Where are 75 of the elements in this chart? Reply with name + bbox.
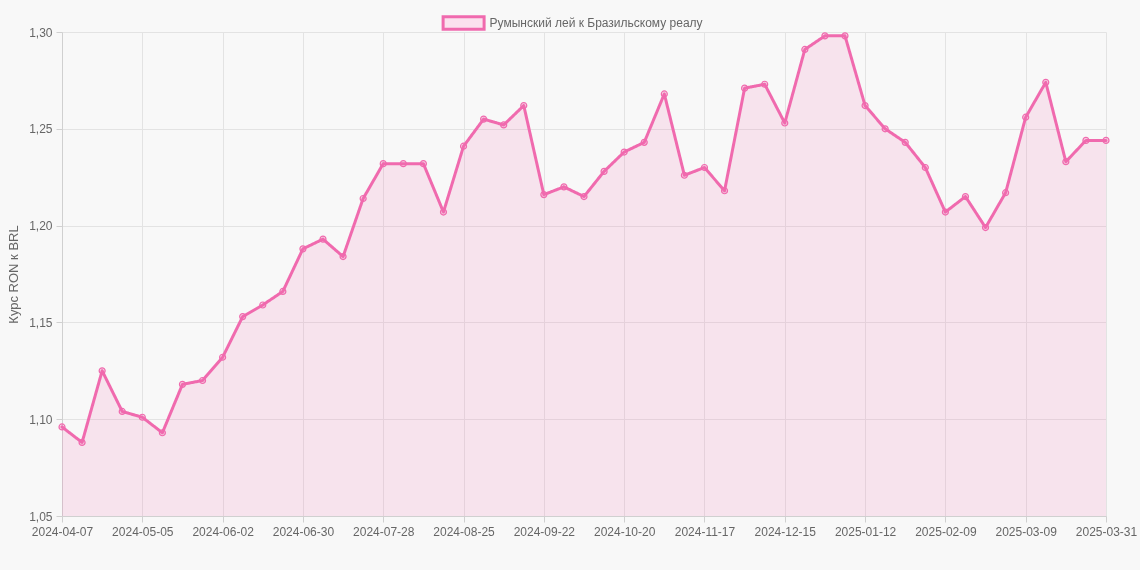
- point: [540, 191, 548, 199]
- x-tick-label: 2024-10-20: [593, 524, 656, 539]
- point: [761, 80, 769, 88]
- x-tick-label: 2024-11-17: [674, 524, 736, 539]
- point: [981, 223, 990, 232]
- point: [620, 148, 628, 156]
- x-tick-label: 2024-06-30: [272, 524, 335, 539]
- point: [239, 313, 247, 321]
- point: [1102, 136, 1110, 145]
- point: [821, 32, 829, 40]
- x-tick-label: 2024-12-15: [754, 524, 817, 539]
- point: [58, 423, 66, 431]
- y-tick-label: 1,30: [29, 25, 53, 40]
- point: [480, 115, 488, 123]
- point: [138, 413, 146, 421]
- point: [901, 138, 909, 146]
- point: [1002, 189, 1010, 197]
- point: [941, 208, 949, 216]
- point: [520, 101, 528, 110]
- point: [640, 138, 648, 146]
- point: [841, 32, 849, 40]
- point: [720, 187, 729, 195]
- x-tick-label: 2024-08-25: [433, 524, 496, 539]
- point: [78, 438, 86, 447]
- point: [500, 121, 508, 129]
- point: [299, 245, 307, 253]
- x-tick-label: 2024-07-28: [353, 524, 415, 539]
- point: [660, 90, 668, 98]
- x-tick-label: 2025-01-12: [834, 524, 897, 539]
- point: [801, 45, 809, 54]
- point: [1042, 78, 1050, 86]
- x-tick-label: 2024-06-02: [192, 524, 255, 539]
- y-tick-label: 1,10: [29, 412, 53, 427]
- point: [379, 160, 387, 168]
- point: [741, 84, 749, 92]
- y-axis-title: Курс RON к BRL: [6, 225, 22, 324]
- point: [1022, 113, 1030, 121]
- point: [781, 119, 789, 127]
- x-tick-label: 2024-09-22: [513, 524, 576, 539]
- point: [1082, 136, 1090, 145]
- point: [98, 367, 106, 375]
- x-tick-label: 2024-04-07: [31, 524, 94, 539]
- point: [1062, 158, 1070, 166]
- y-tick-label: 1,15: [29, 315, 53, 330]
- point: [961, 192, 970, 201]
- point: [861, 101, 869, 110]
- y-tick-label: 1,20: [29, 219, 53, 234]
- point: [600, 167, 608, 175]
- point: [439, 208, 448, 216]
- point: [921, 163, 929, 172]
- point: [198, 376, 207, 385]
- point: [118, 407, 126, 416]
- point: [279, 287, 287, 296]
- point: [359, 194, 367, 203]
- point: [399, 160, 407, 168]
- point: [580, 192, 588, 201]
- point: [700, 163, 709, 172]
- x-tick-label: 2024-05-05: [112, 524, 174, 539]
- point: [158, 429, 166, 437]
- point: [680, 171, 688, 179]
- x-tick-label: 2025-02-09: [915, 524, 977, 539]
- point: [881, 125, 889, 133]
- x-tick-label: 2025-03-09: [995, 524, 1058, 539]
- point: [178, 380, 187, 388]
- point: [560, 183, 568, 191]
- y-tick-label: 1,05: [29, 509, 53, 524]
- point: [459, 142, 468, 150]
- legend-label: Румынский лей к Бразильскому реалу: [489, 16, 703, 30]
- point: [319, 235, 327, 243]
- x-tick-label: 2025-03-31: [1075, 524, 1138, 539]
- point: [419, 160, 427, 168]
- point: [339, 252, 347, 261]
- point: [219, 353, 227, 361]
- y-tick-label: 1,25: [29, 122, 53, 137]
- point: [259, 301, 267, 309]
